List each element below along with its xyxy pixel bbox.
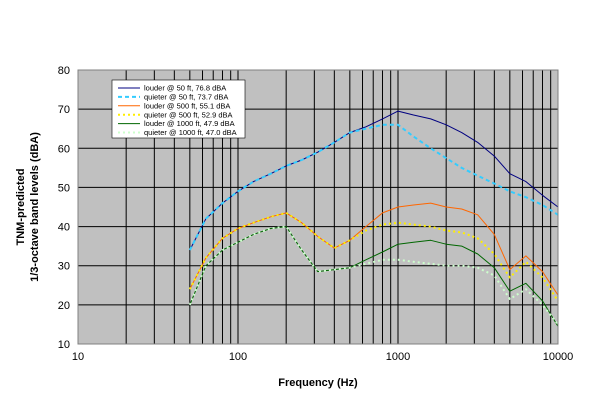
series-line-6 — [188, 225, 559, 326]
x-tick-labels: 10 100 1000 10000 — [72, 351, 573, 363]
y-tick-label: 30 — [58, 261, 70, 273]
series-layer — [188, 110, 559, 327]
y-tick-labels: 10 20 30 40 50 60 70 80 — [58, 65, 70, 351]
y-tick-label: 20 — [58, 300, 70, 312]
legend-label-4: quieter @ 500 ft, 52.9 dBA — [144, 110, 233, 119]
series-line-2 — [188, 123, 559, 251]
legend-box — [111, 79, 246, 139]
y-tick-label: 10 — [58, 339, 70, 351]
legend-label-3: louder @ 500 ft, 55.1 dBA — [144, 101, 230, 110]
y-tick-label: 50 — [58, 182, 70, 194]
series-line-3 — [189, 202, 559, 296]
legend-label-1: louder @ 50 ft, 76.8 dBA — [144, 84, 226, 93]
series-line-5 — [189, 226, 559, 327]
y-axis-title-line-1: TNM-predicted — [15, 169, 27, 246]
y-tick-label: 80 — [58, 65, 70, 77]
legend-label-2: quieter @ 50 ft, 73.7 dBA — [144, 93, 228, 102]
y-axis-title: TNM-predicted 1/3-octave band levels (dB… — [15, 132, 41, 282]
y-axis-title-line-2: 1/3-octave band levels (dBA) — [29, 132, 41, 282]
x-tick-label: 10000 — [543, 351, 574, 363]
plot-border — [77, 69, 559, 345]
y-tick-label: 70 — [58, 104, 70, 116]
legend-label-5: louder @ 1000 ft, 47.9 dBA — [144, 119, 235, 128]
x-tick-label: 1000 — [386, 351, 410, 363]
legend-label-6: quieter @ 1000 ft, 47.0 dBA — [144, 128, 237, 137]
x-tick-label: 100 — [229, 351, 247, 363]
x-tick-label: 10 — [72, 351, 84, 363]
y-tick-label: 40 — [58, 222, 70, 234]
y-tick-label: 60 — [58, 143, 70, 155]
x-axis-title: Frequency (Hz) — [278, 377, 358, 389]
